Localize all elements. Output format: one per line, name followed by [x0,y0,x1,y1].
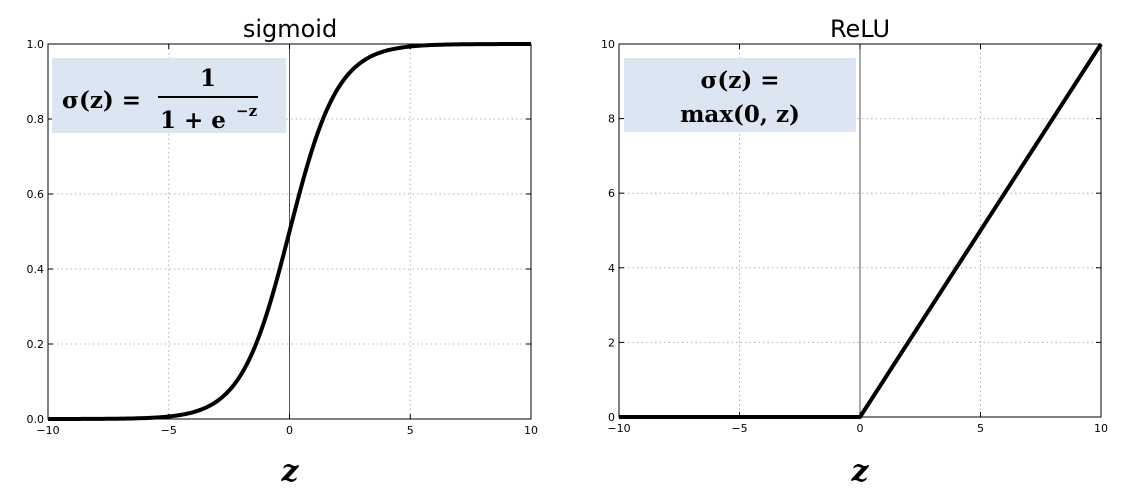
relu-chart-title: ReLU [830,15,890,43]
sigmoid-formula-box: σ(z) = 1 1 + e −z [52,58,286,134]
relu-x-tick-label: 10 [1094,422,1108,435]
sigmoid-formula-exponent: −z [236,102,258,120]
sigmoid-y-tick-label: 0.0 [27,413,45,426]
relu-y-tick-label: 8 [608,113,615,126]
relu-formula-box: σ(z) = max(0, z) [624,58,856,132]
relu-x-tick-label: 0 [857,422,864,435]
relu-y-tick-label: 0 [608,411,615,424]
relu-y-ticks: 0 2 4 6 8 10 [601,38,1101,424]
relu-y-tick-label: 2 [608,336,615,349]
sigmoid-y-tick-label: 0.2 [27,338,45,351]
sigmoid-formula-background [52,58,286,133]
sigmoid-x-ticks: −10 −5 0 5 10 [36,44,538,437]
sigmoid-formula-numerator: 1 [200,65,216,92]
relu-x-axis-label: z [850,454,869,489]
sigmoid-y-tick-label: 0.8 [27,113,45,126]
sigmoid-x-tick-label: −5 [161,424,177,437]
relu-x-ticks: −10 −5 0 5 10 [607,44,1108,435]
relu-formula-line1: σ(z) = [700,67,779,94]
sigmoid-chart-title: sigmoid [243,15,337,43]
sigmoid-y-tick-label: 1.0 [27,38,45,51]
sigmoid-x-tick-label: 0 [286,424,293,437]
sigmoid-x-tick-label: 10 [524,424,538,437]
relu-x-tick-label: −5 [731,422,747,435]
sigmoid-formula-denominator: 1 + e [160,107,226,134]
sigmoid-y-tick-label: 0.6 [27,188,45,201]
sigmoid-x-tick-label: −10 [36,424,59,437]
sigmoid-formula-lhs: σ(z) = [62,87,141,114]
sigmoid-x-tick-label: 5 [407,424,414,437]
sigmoid-y-tick-label: 0.4 [27,263,45,276]
sigmoid-y-ticks: 0.0 0.2 0.4 0.6 0.8 1.0 [27,38,531,426]
relu-x-tick-label: 5 [977,422,984,435]
relu-y-tick-label: 6 [608,187,615,200]
sigmoid-chart: sigmoid −10 −5 0 5 10 0.0 0.2 0.4 0.6 0.8 1.0 σ(z… [27,15,539,489]
relu-y-tick-label: 4 [608,262,615,275]
relu-formula-line2: max(0, z) [680,101,800,128]
sigmoid-x-axis-label: z [280,454,299,489]
relu-y-tick-label: 10 [601,38,615,51]
relu-formula-background [624,58,856,132]
relu-x-tick-label: −10 [607,422,630,435]
